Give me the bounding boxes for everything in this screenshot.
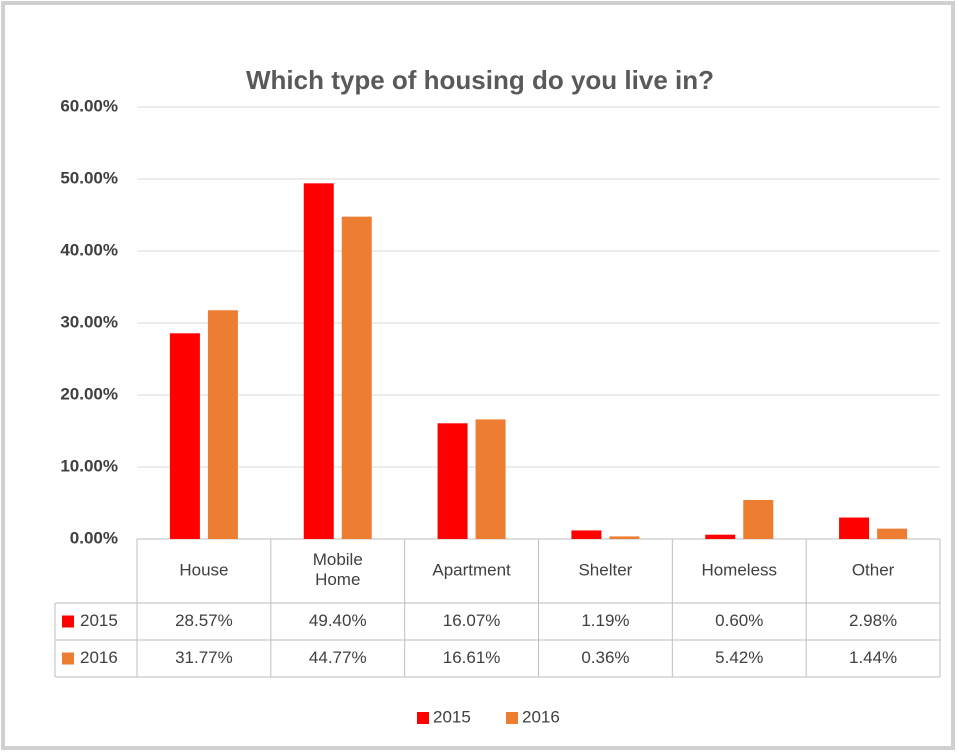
bar: [169, 333, 200, 539]
bar: [475, 419, 506, 539]
data-label: 0.36%: [581, 648, 629, 667]
bar: [303, 183, 334, 539]
data-label: 16.07%: [443, 611, 501, 630]
bar: [839, 517, 870, 539]
x-tick-label: Apartment: [432, 560, 511, 579]
x-tick-label: Shelter: [578, 560, 632, 579]
data-label: 16.61%: [443, 648, 501, 667]
y-tick-label: 30.00%: [60, 312, 118, 331]
y-tick-label: 40.00%: [60, 240, 118, 259]
bar: [609, 536, 640, 539]
x-tick-label: House: [179, 560, 228, 579]
bar: [341, 216, 372, 539]
legend-label: 2015: [433, 707, 471, 726]
data-label: 44.77%: [309, 648, 367, 667]
data-label: 49.40%: [309, 611, 367, 630]
data-label: 2.98%: [849, 611, 897, 630]
bar: [705, 534, 736, 539]
x-tick-label: Homeless: [701, 560, 777, 579]
table-row-label: 2016: [80, 648, 118, 667]
x-tick-label: Other: [852, 560, 895, 579]
y-tick-label: 0.00%: [70, 528, 118, 547]
bar: [877, 528, 908, 539]
table-row-label: 2015: [80, 611, 118, 630]
x-tick-label-line: Home: [315, 570, 360, 589]
bar: [571, 530, 602, 539]
legend-key: [62, 652, 74, 665]
y-tick-label: 10.00%: [60, 456, 118, 475]
legend-key: [62, 615, 74, 628]
data-label: 5.42%: [715, 648, 763, 667]
x-tick-label: Mobile Home: [313, 550, 363, 589]
data-label: 28.57%: [175, 611, 233, 630]
y-tick-label: 50.00%: [60, 168, 118, 187]
chart-title: Which type of housing do you live in?: [246, 65, 714, 95]
bar: [437, 423, 468, 539]
legend-key: [506, 712, 518, 724]
y-tick-label: 60.00%: [60, 96, 118, 115]
data-label: 1.44%: [849, 648, 897, 667]
data-label: 1.19%: [581, 611, 629, 630]
x-tick-label-line: Mobile: [313, 550, 363, 569]
bar: [743, 499, 774, 539]
bar: [207, 310, 238, 539]
legend-key: [417, 712, 429, 724]
legend-label: 2016: [522, 707, 560, 726]
y-tick-label: 20.00%: [60, 384, 118, 403]
data-label: 0.60%: [715, 611, 763, 630]
data-label: 31.77%: [175, 648, 233, 667]
